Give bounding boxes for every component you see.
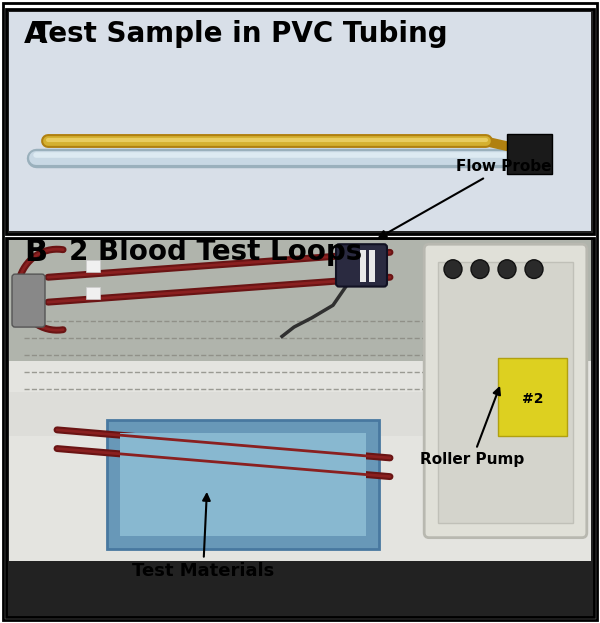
Text: Test Sample in PVC Tubing: Test Sample in PVC Tubing (32, 20, 448, 48)
FancyBboxPatch shape (9, 361, 591, 561)
FancyBboxPatch shape (120, 433, 366, 536)
Circle shape (525, 260, 543, 278)
Bar (86, 287, 100, 299)
FancyBboxPatch shape (107, 420, 379, 549)
Bar (507, 134, 552, 174)
Bar (369, 250, 375, 282)
Circle shape (498, 260, 516, 278)
Bar (360, 250, 366, 282)
FancyBboxPatch shape (438, 262, 573, 523)
FancyBboxPatch shape (424, 244, 587, 538)
Text: Flow Probe: Flow Probe (379, 159, 551, 237)
Text: #2: #2 (522, 392, 544, 406)
Text: Roller Pump: Roller Pump (420, 388, 524, 467)
FancyBboxPatch shape (498, 358, 567, 436)
Text: B: B (24, 238, 47, 267)
Bar (86, 260, 100, 272)
FancyBboxPatch shape (6, 9, 594, 234)
FancyBboxPatch shape (9, 392, 429, 436)
Text: 2 Blood Test Loops: 2 Blood Test Loops (70, 238, 362, 266)
Circle shape (444, 260, 462, 278)
FancyBboxPatch shape (9, 12, 591, 231)
FancyBboxPatch shape (6, 238, 594, 617)
FancyBboxPatch shape (336, 244, 387, 287)
Text: A: A (24, 20, 47, 49)
FancyBboxPatch shape (12, 274, 45, 327)
Text: Test Materials: Test Materials (132, 494, 274, 580)
Circle shape (471, 260, 489, 278)
FancyBboxPatch shape (9, 240, 591, 399)
